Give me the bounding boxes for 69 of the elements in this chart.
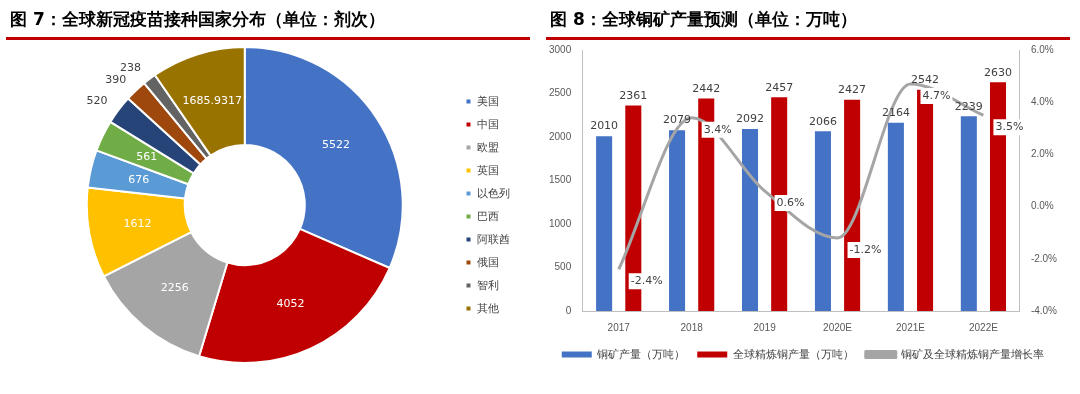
- x-tick-label: 2018: [680, 321, 704, 333]
- legend-label: 中国: [477, 117, 499, 130]
- data-label: 4.7%: [922, 88, 951, 102]
- data-label: 238: [119, 60, 141, 74]
- x-tick-label: 2019: [753, 321, 777, 333]
- data-label: 4052: [276, 296, 305, 310]
- legend-label: 欧盟: [477, 140, 499, 153]
- data-label: 2079: [663, 113, 692, 127]
- y2-tick-label: 6.0%: [1030, 43, 1054, 55]
- line-series: [617, 82, 985, 271]
- data-label: 2164: [881, 106, 910, 120]
- chart-title: 图 8：全球铜矿产量预测（单位：万吨）: [546, 4, 1070, 40]
- bar: [960, 116, 977, 311]
- data-label: -1.2%: [849, 242, 882, 256]
- y2-tick-label: 4.0%: [1030, 95, 1054, 107]
- data-label: 2010: [590, 119, 619, 133]
- y-tick-label: 2000: [549, 130, 572, 142]
- y2-tick-label: -4.0%: [1030, 304, 1058, 316]
- data-label: 3.5%: [995, 120, 1024, 134]
- data-label: 2066: [808, 114, 837, 128]
- legend-label: 铜矿及全球精炼铜产量增长率: [900, 347, 1045, 360]
- legend-label: 阿联酋: [477, 232, 510, 245]
- y-tick-label: 0: [565, 304, 572, 316]
- y-tick-label: 2500: [549, 87, 572, 99]
- legend-label: 巴西: [477, 209, 499, 222]
- data-label: 1685.9317: [182, 93, 243, 107]
- data-label: 5522: [321, 138, 350, 152]
- legend-label: 铜矿产量（万吨）: [596, 347, 686, 360]
- chart-title: 图 7：全球新冠疫苗接种国家分布（单位：剂次）: [6, 4, 530, 40]
- x-tick-label: 2017: [607, 321, 631, 333]
- y-tick-label: 1000: [549, 217, 572, 229]
- bar: [669, 130, 686, 311]
- legend-label: 全球精炼铜产量（万吨）: [732, 347, 854, 360]
- data-label: 676: [128, 172, 150, 186]
- y-tick-label: 1500: [549, 174, 572, 186]
- x-tick-label: 2021E: [896, 321, 926, 333]
- data-label: 390: [105, 73, 127, 87]
- legend-label: 以色列: [477, 186, 510, 199]
- data-label: 2239: [954, 99, 983, 113]
- bar: [887, 122, 904, 311]
- data-label: 561: [136, 150, 158, 164]
- y-tick-label: 3000: [549, 43, 572, 55]
- data-label: -2.4%: [630, 274, 663, 288]
- bar: [596, 136, 613, 311]
- data-label: 2630: [984, 65, 1012, 79]
- data-label: 2427: [838, 83, 867, 97]
- bar: [741, 129, 759, 311]
- y-tick-label: 500: [554, 261, 572, 273]
- data-label: 520: [86, 94, 108, 108]
- y2-tick-label: 2.0%: [1030, 148, 1054, 160]
- legend-label: 美国: [477, 94, 499, 107]
- data-label: 2256: [160, 281, 189, 295]
- x-tick-label: 2020E: [823, 321, 853, 333]
- data-label: 2542: [911, 73, 940, 87]
- legend-label: 英国: [477, 163, 499, 176]
- data-label: 0.6%: [776, 195, 805, 209]
- data-label: 2361: [619, 88, 648, 102]
- data-label: 2442: [692, 81, 721, 95]
- data-label: 3.4%: [703, 122, 732, 136]
- y2-tick-label: 0.0%: [1030, 200, 1054, 212]
- x-tick-label: 2022E: [968, 321, 999, 333]
- legend-label: 其他: [477, 301, 499, 314]
- legend-label: 智利: [477, 278, 499, 291]
- y2-tick-label: -2.0%: [1030, 252, 1058, 264]
- data-label: 2092: [736, 112, 764, 126]
- data-label: 1612: [123, 217, 152, 231]
- legend-label: 俄国: [477, 255, 499, 268]
- data-label: 2457: [765, 80, 794, 94]
- bar: [814, 131, 831, 311]
